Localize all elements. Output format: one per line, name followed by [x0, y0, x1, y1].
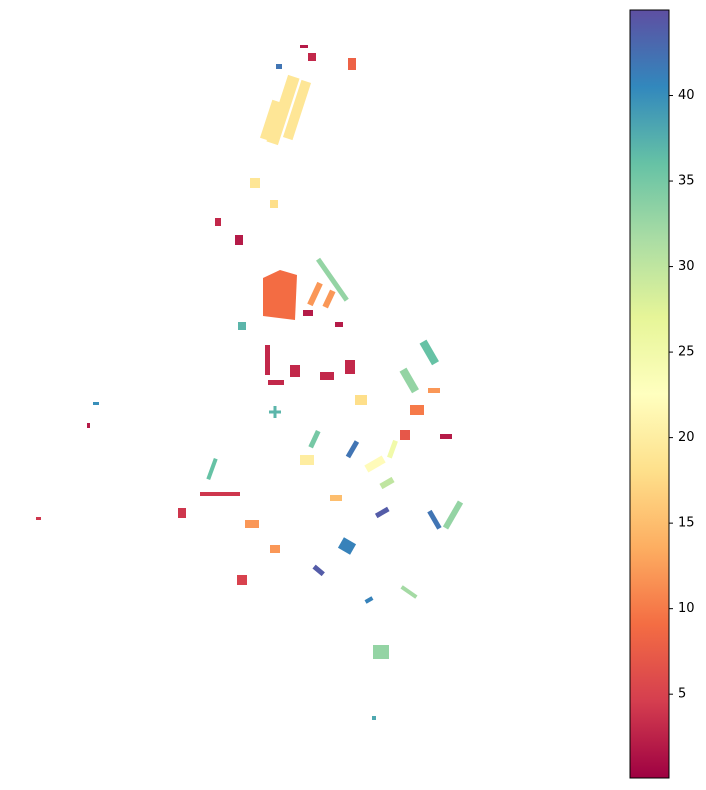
- building: [387, 439, 398, 459]
- building: [400, 430, 410, 440]
- building: [348, 58, 356, 70]
- building: [379, 476, 395, 490]
- colorbar-tick-label: 40: [678, 88, 695, 103]
- building: [440, 434, 452, 439]
- building: [282, 79, 312, 141]
- building: [269, 406, 281, 418]
- buildings: [36, 45, 464, 720]
- building: [372, 716, 376, 720]
- colorbar-tick-label: 15: [678, 516, 695, 531]
- building: [320, 372, 334, 380]
- building: [238, 322, 246, 330]
- colorbar-tick-label: 35: [678, 174, 695, 189]
- building: [400, 585, 418, 599]
- building: [178, 508, 186, 518]
- colorbar-tick-label: 5: [678, 687, 686, 702]
- colorbar-tick-label: 25: [678, 345, 695, 360]
- building: [373, 645, 389, 659]
- building: [312, 564, 325, 577]
- building: [399, 367, 419, 394]
- building: [355, 395, 367, 405]
- building: [237, 575, 247, 585]
- building: [263, 270, 297, 320]
- building: [410, 405, 424, 415]
- building: [419, 339, 439, 366]
- building: [308, 53, 316, 61]
- building: [428, 388, 440, 393]
- colorbar-tick-label: 30: [678, 259, 695, 274]
- building: [206, 457, 218, 481]
- building: [250, 178, 260, 188]
- colorbar-tick-label: 10: [678, 601, 695, 616]
- building: [307, 281, 323, 307]
- building: [322, 289, 336, 309]
- building: [270, 545, 280, 553]
- building: [215, 218, 221, 226]
- building: [290, 365, 300, 377]
- building: [87, 423, 90, 428]
- building: [442, 500, 464, 530]
- building: [266, 74, 300, 146]
- building: [300, 45, 308, 48]
- building: [245, 520, 259, 528]
- building: [268, 380, 284, 385]
- building: [276, 64, 282, 69]
- colorbar-ticks: 5 10 15 20 25 30 35 40: [669, 88, 695, 702]
- building: [330, 495, 342, 501]
- building: [260, 99, 280, 141]
- building: [200, 492, 240, 496]
- building: [364, 455, 386, 473]
- building: [345, 360, 355, 374]
- building: [337, 537, 357, 555]
- building: [345, 440, 360, 459]
- building: [300, 455, 314, 465]
- building: [303, 310, 313, 316]
- building: [427, 509, 442, 530]
- building: [235, 235, 243, 245]
- building: [270, 200, 278, 208]
- building: [308, 429, 321, 449]
- building: [265, 345, 270, 375]
- building: [93, 402, 99, 405]
- colorbar: [629, 9, 670, 779]
- building: [374, 506, 390, 519]
- building: [335, 322, 343, 327]
- colorbar-tick-label: 20: [678, 430, 695, 445]
- building: [316, 257, 349, 302]
- building: [36, 517, 41, 520]
- building: [364, 596, 374, 604]
